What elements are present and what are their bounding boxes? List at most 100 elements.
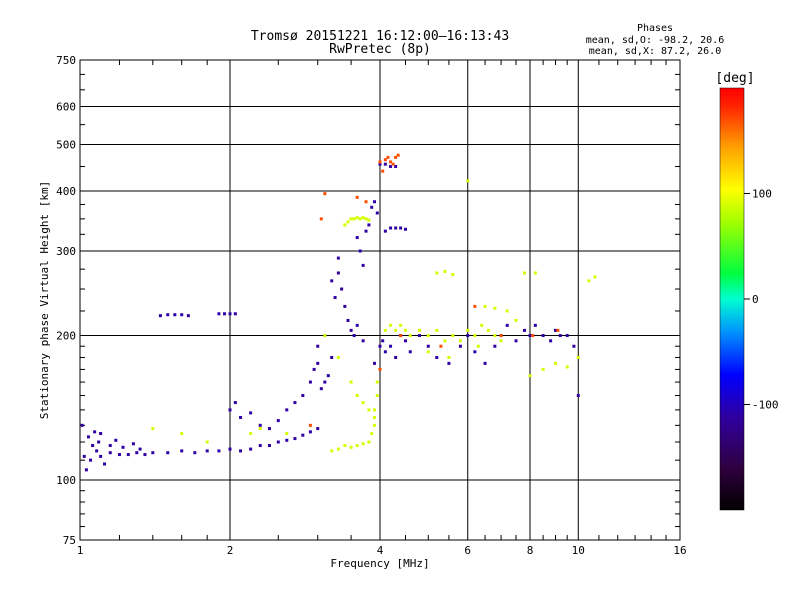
data-point (89, 458, 93, 462)
data-point (443, 269, 447, 273)
data-point (556, 328, 560, 332)
data-point (249, 411, 253, 415)
data-points (80, 153, 597, 472)
data-point (173, 313, 177, 317)
data-point (138, 447, 142, 451)
data-point (541, 334, 545, 338)
data-point (576, 355, 580, 359)
data-point (346, 318, 350, 322)
data-point (373, 200, 377, 204)
data-point (389, 226, 393, 230)
data-point (466, 179, 470, 183)
data-point (447, 361, 451, 365)
data-point (355, 323, 359, 327)
data-point (528, 334, 532, 338)
data-point (361, 216, 365, 220)
data-point (375, 394, 379, 398)
data-point (323, 380, 327, 384)
y-tick-labels: 75 100 200 300 400 500 600 750 (56, 54, 76, 547)
data-point (330, 279, 334, 283)
data-point (576, 394, 580, 398)
data-point (228, 408, 232, 412)
y-tick-label: 100 (56, 474, 76, 487)
data-point (443, 339, 447, 343)
data-point (143, 453, 147, 457)
data-point (316, 344, 320, 348)
y-tick-label: 400 (56, 185, 76, 198)
data-point (349, 217, 353, 221)
data-point (389, 344, 393, 348)
data-point (458, 339, 462, 343)
data-point (193, 451, 197, 455)
data-point (151, 427, 155, 431)
data-point (316, 361, 320, 365)
data-point (293, 401, 297, 405)
data-point (180, 432, 184, 436)
data-point (553, 328, 557, 332)
data-point (276, 419, 280, 423)
data-point (367, 218, 371, 222)
chart-subtitle: RwPretec (8p) (329, 42, 431, 57)
y-tick-label: 300 (56, 245, 76, 258)
data-point (473, 350, 477, 354)
data-point (473, 304, 477, 308)
data-point (249, 447, 253, 451)
data-point (343, 444, 347, 448)
data-point (355, 216, 359, 220)
data-point (435, 271, 439, 275)
data-point (458, 344, 462, 348)
data-point (553, 361, 557, 365)
data-point (355, 444, 359, 448)
data-point (361, 339, 365, 343)
data-point (408, 334, 412, 338)
data-point (373, 408, 377, 412)
data-point (394, 155, 398, 159)
data-point (370, 432, 374, 436)
data-point (343, 223, 347, 227)
data-point (346, 220, 350, 224)
y-tick-label: 500 (56, 139, 76, 152)
grid-lines (80, 60, 680, 540)
data-point (249, 432, 253, 436)
data-point (493, 334, 497, 338)
data-point (528, 374, 532, 378)
data-point (466, 328, 470, 332)
data-point (135, 451, 139, 455)
data-point (93, 430, 97, 434)
data-point (323, 192, 327, 196)
colorbar-label: [deg] (715, 71, 754, 86)
data-point (308, 423, 312, 427)
data-point (117, 453, 121, 457)
colorbar-tick-label: 0 (752, 293, 759, 306)
data-point (364, 200, 368, 204)
data-point (364, 229, 368, 233)
data-point (514, 339, 518, 343)
x-tick-label: 8 (527, 544, 534, 557)
data-point (267, 444, 271, 448)
data-point (373, 361, 377, 365)
data-point (340, 287, 344, 291)
data-point (223, 312, 227, 316)
data-point (217, 312, 221, 316)
data-point (151, 451, 155, 455)
data-point (483, 304, 487, 308)
data-point (97, 440, 101, 444)
data-point (228, 312, 232, 316)
y-tick-label: 750 (56, 54, 76, 67)
data-point (352, 217, 356, 221)
data-point (381, 339, 385, 343)
data-point (426, 334, 430, 338)
data-point (447, 355, 451, 359)
data-point (95, 449, 99, 453)
data-point (391, 162, 395, 166)
data-point (352, 334, 356, 338)
data-point (486, 328, 490, 332)
data-point (330, 449, 334, 453)
data-point (493, 344, 497, 348)
data-point (565, 334, 569, 338)
data-point (378, 344, 382, 348)
data-point (394, 328, 398, 332)
data-point (549, 339, 553, 343)
data-point (572, 344, 576, 348)
